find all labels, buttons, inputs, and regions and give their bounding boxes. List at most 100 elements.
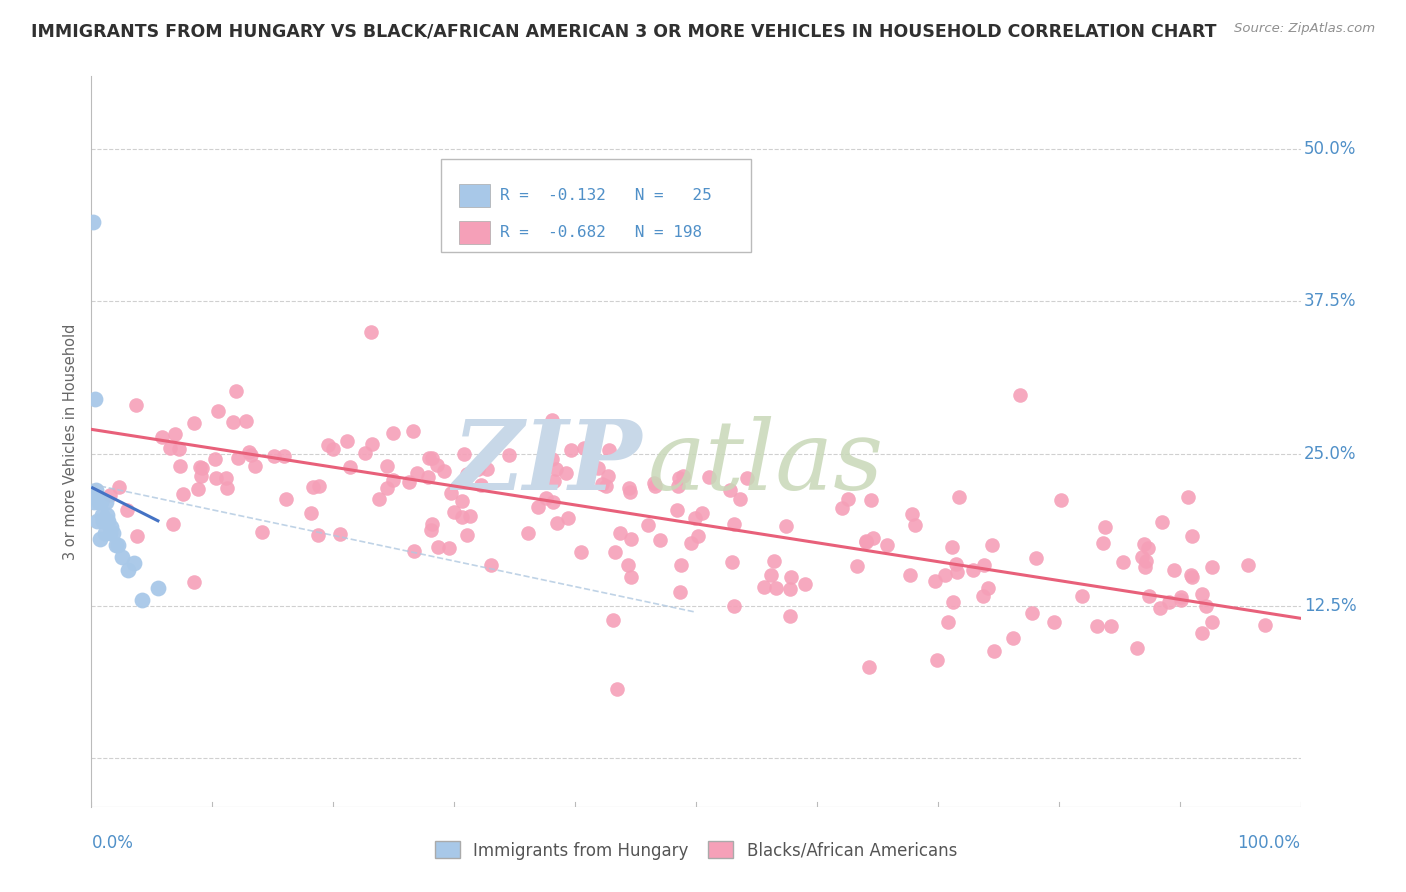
Point [1125,641,1147,656]
Point [402,544,425,558]
Text: 0.0%: 0.0% [91,834,134,852]
Point [406,467,429,481]
Point [605,545,627,559]
Point [451,510,474,524]
Point [763,554,786,568]
Y-axis label: 3 or more Vehicles in Household: 3 or more Vehicles in Household [63,324,79,559]
Point [456,467,478,481]
Point [683,511,706,525]
Point [225,384,247,398]
Point [215,481,238,495]
Point [172,486,194,500]
Point [159,441,181,455]
Text: IMMIGRANTS FROM HUNGARY VS BLACK/AFRICAN AMERICAN 3 OR MORE VEHICLES IN HOUSEHOL: IMMIGRANTS FROM HUNGARY VS BLACK/AFRICAN… [31,22,1216,40]
Point [855,535,877,549]
Point [353,446,375,460]
Point [1149,601,1171,615]
Point [779,582,801,597]
Point [274,492,297,507]
Point [89,532,111,546]
Point [307,527,329,541]
Point [84,489,107,503]
Point [498,448,520,462]
Point [191,461,214,475]
Point [837,492,859,507]
Text: Source: ZipAtlas.com: Source: ZipAtlas.com [1234,22,1375,36]
Text: 50.0%: 50.0% [1305,140,1357,158]
Point [858,659,880,673]
Point [775,519,797,533]
Point [666,478,689,492]
Point [616,558,638,572]
Point [93,514,115,528]
Point [360,437,382,451]
Point [1170,592,1192,607]
Point [163,427,186,442]
Point [934,567,956,582]
Point [669,584,692,599]
Point [924,574,946,589]
Point [204,452,226,467]
Point [299,506,322,520]
Point [620,532,643,546]
Point [1001,632,1024,646]
Text: ZIP: ZIP [451,417,641,510]
Point [598,469,620,483]
Point [898,568,921,582]
Text: 25.0%: 25.0% [1305,445,1357,463]
Point [1133,537,1156,551]
Point [190,469,212,483]
Point [557,511,579,525]
Point [1236,558,1258,573]
Point [169,458,191,473]
Point [115,503,138,517]
Point [90,495,112,509]
Point [125,398,148,412]
Point [475,461,498,475]
Point [900,507,922,521]
Point [1010,388,1032,402]
Point [96,508,118,522]
Point [972,590,994,604]
Text: 37.5%: 37.5% [1305,293,1357,310]
Point [1195,599,1218,613]
Point [643,475,665,490]
Point [723,516,745,531]
Point [555,466,578,480]
Point [418,451,440,466]
Point [595,478,617,492]
Point [1181,569,1204,583]
Point [765,581,787,595]
Point [546,516,568,531]
Point [122,557,145,571]
Point [131,593,153,607]
Point [591,476,613,491]
Point [927,653,949,667]
Point [1112,555,1135,569]
Point [977,581,1000,595]
Point [204,470,226,484]
Text: atlas: atlas [648,417,884,510]
Point [422,450,444,465]
Point [665,502,688,516]
Point [859,493,882,508]
Point [107,538,129,552]
Point [845,559,868,574]
Point [84,483,107,498]
Point [606,681,628,696]
Point [686,529,709,543]
Point [681,536,703,550]
Point [398,475,420,489]
Point [215,471,238,485]
Point [222,415,245,429]
Point [1254,618,1277,632]
Point [426,458,449,472]
Point [619,484,641,499]
Point [83,495,105,509]
Point [456,528,478,542]
Point [84,392,107,406]
Point [273,449,295,463]
Point [183,574,205,589]
Point [1177,490,1199,504]
Point [382,473,405,487]
